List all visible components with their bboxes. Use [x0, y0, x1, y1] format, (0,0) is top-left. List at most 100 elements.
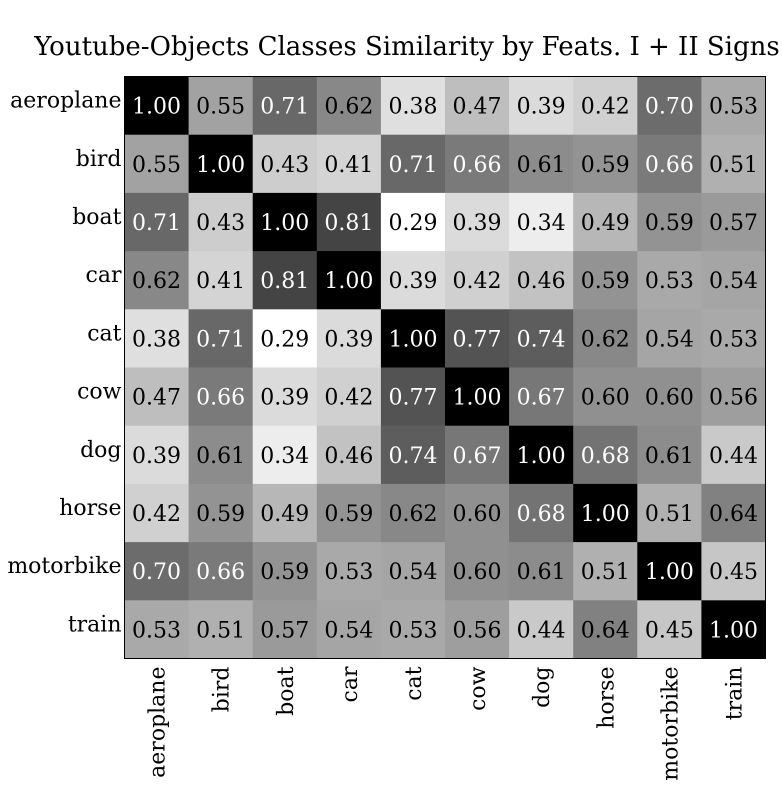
- cell-value-label: 0.59: [324, 502, 373, 527]
- column-labels: aeroplane bird boat car cat cow dog horse motorb…: [146, 666, 748, 781]
- cell-value-label: 0.51: [196, 618, 245, 643]
- column-label: aeroplane: [146, 667, 171, 778]
- cell-value-label: 0.54: [709, 269, 758, 294]
- cell-value-label: 1.00: [453, 386, 502, 411]
- heatmap-cell: [509, 134, 574, 194]
- column-label: motorbike: [658, 667, 683, 781]
- heatmap-cell: [124, 76, 190, 136]
- heatmap-cell: [316, 542, 382, 601]
- cell-value-label: 1.00: [645, 560, 694, 585]
- heatmap-cell: [316, 483, 382, 543]
- heatmap-cell: [252, 251, 318, 310]
- heatmap-cell: [509, 483, 574, 543]
- cell-value-label: 0.39: [388, 269, 437, 294]
- cell-value-label: 0.64: [581, 618, 630, 643]
- cell-value-label: 0.59: [581, 153, 630, 178]
- cell-value-label: 0.61: [517, 153, 566, 178]
- heatmap-cell: [252, 600, 318, 659]
- heatmap-cell: [509, 251, 574, 310]
- cell-value-label: 0.54: [324, 618, 373, 643]
- cell-value-label: 0.41: [324, 153, 373, 178]
- heatmap-cell: [124, 134, 190, 194]
- cell-value-label: 0.59: [260, 560, 309, 585]
- cell-value-label: 0.68: [517, 502, 566, 527]
- heatmap-cell: [252, 309, 318, 368]
- cell-value-label: 0.67: [517, 386, 566, 411]
- column-label: cat: [402, 666, 427, 700]
- cell-value-label: 0.43: [260, 153, 309, 178]
- heatmap-cell: [637, 76, 702, 136]
- heatmap-cell: [573, 134, 638, 194]
- cell-value-label: 0.49: [260, 502, 309, 527]
- heatmap-cell: [252, 483, 318, 543]
- heatmap-cell: [445, 425, 510, 485]
- cell-value-label: 0.61: [645, 444, 694, 469]
- cell-value-label: 0.62: [132, 269, 181, 294]
- heatmap-cell: [509, 76, 574, 136]
- cell-value-label: 1.00: [132, 95, 181, 120]
- heatmap-cell: [188, 425, 254, 485]
- heatmap-cell: [445, 76, 510, 136]
- cell-value-label: 0.56: [709, 386, 758, 411]
- column-label: car: [338, 666, 363, 702]
- cell-value-label: 0.59: [645, 211, 694, 236]
- heatmap-cell: [252, 542, 318, 601]
- cell-value-label: 0.70: [645, 95, 694, 120]
- heatmap-cell: [316, 309, 382, 368]
- cell-value-label: 0.34: [260, 444, 309, 469]
- cell-value-label: 0.51: [645, 502, 694, 527]
- cell-value-label: 0.42: [324, 386, 373, 411]
- heatmap-cell: [637, 251, 702, 310]
- cell-value-label: 1.00: [581, 502, 630, 527]
- heatmap-cell: [124, 367, 190, 427]
- heatmap-cell: [445, 542, 510, 601]
- heatmap-cell: [252, 192, 318, 252]
- heatmap-cell: [701, 600, 766, 659]
- cell-value-label: 0.51: [709, 153, 758, 178]
- cell-value-label: 1.00: [388, 327, 437, 352]
- cell-value-label: 0.77: [388, 386, 437, 411]
- heatmap-cell: [701, 309, 766, 368]
- heatmap-cell: [316, 192, 382, 252]
- row-label: cat: [87, 321, 121, 346]
- heatmap-cell: [701, 251, 766, 310]
- cell-value-label: 0.39: [260, 386, 309, 411]
- cell-value-label: 0.55: [132, 153, 181, 178]
- heatmap-cells: 1.00 0.55 0.71 0.62 0.38 0.47 0.39 0.42 0.70 0.53…: [124, 76, 766, 659]
- cell-value-label: 0.74: [517, 327, 566, 352]
- cell-value-label: 0.38: [132, 327, 181, 352]
- cell-value-label: 0.81: [260, 269, 309, 294]
- column-label: boat: [274, 666, 299, 715]
- heatmap-cell: [573, 309, 638, 368]
- heatmap-cell: [637, 600, 702, 659]
- heatmap-cell: [701, 425, 766, 485]
- cell-value-label: 0.71: [196, 327, 245, 352]
- heatmap-cell: [252, 134, 318, 194]
- cell-value-label: 0.42: [581, 95, 630, 120]
- cell-value-label: 0.29: [388, 211, 437, 236]
- heatmap-cell: [124, 192, 190, 252]
- cell-value-label: 0.71: [132, 211, 181, 236]
- heatmap-cell: [637, 542, 702, 601]
- heatmap-cell: [509, 600, 574, 659]
- cell-value-label: 0.54: [388, 560, 437, 585]
- heatmap-cell: [124, 542, 190, 601]
- heatmap-cell: [316, 76, 382, 136]
- heatmap-cell: [188, 76, 254, 136]
- heatmap-cell: [316, 134, 382, 194]
- row-label: aeroplane: [10, 89, 121, 114]
- heatmap-cell: [188, 192, 254, 252]
- cell-value-label: 0.81: [324, 211, 373, 236]
- heatmap-cell: [124, 309, 190, 368]
- cell-value-label: 0.42: [453, 269, 502, 294]
- column-label: cow: [466, 666, 491, 711]
- heatmap-cell: [188, 251, 254, 310]
- heatmap-cell: [188, 309, 254, 368]
- cell-value-label: 0.59: [196, 502, 245, 527]
- heatmap-cell: [188, 483, 254, 543]
- cell-value-label: 1.00: [324, 269, 373, 294]
- column-label: bird: [210, 667, 235, 713]
- cell-value-label: 0.71: [388, 153, 437, 178]
- heatmap-cell: [252, 425, 318, 485]
- heatmap-cell: [380, 251, 446, 310]
